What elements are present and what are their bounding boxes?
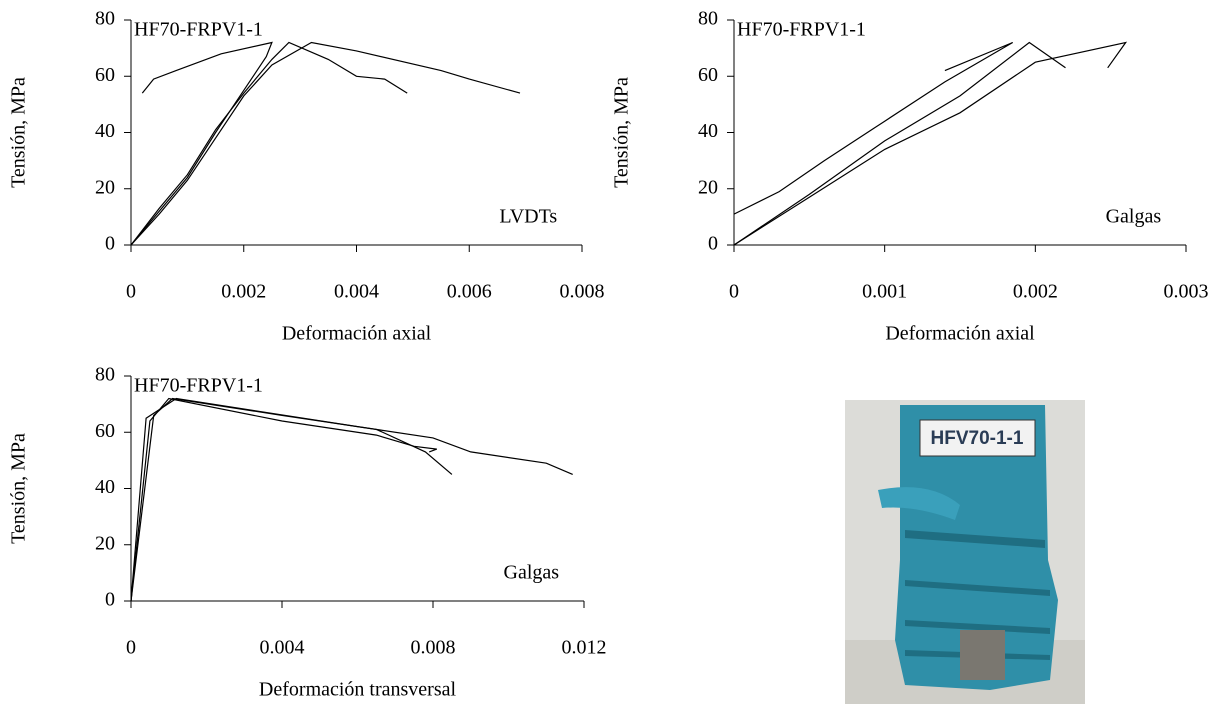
annotation: Galgas	[504, 562, 560, 584]
x-tick-label: 0.012	[562, 637, 607, 659]
annotation: Galgas	[1106, 206, 1162, 228]
data-line	[733, 41, 1066, 246]
y-axis-label: Tensión, MPa	[8, 77, 30, 188]
x-tick-label: 0.008	[560, 281, 605, 303]
chart-title: HF70-FRPV1-1	[737, 19, 866, 41]
data-line	[130, 41, 273, 246]
data-line	[130, 397, 453, 602]
y-tick-label: 60	[95, 64, 115, 86]
x-axis-label: Deformación transversal	[259, 679, 457, 701]
y-axis-label: Tensión, MPa	[611, 77, 633, 188]
chart-title: HF70-FRPV1-1	[134, 375, 263, 397]
fiber-wraps	[905, 530, 1050, 660]
specimen-photo: HFV70-1-1	[845, 400, 1085, 704]
y-tick-label: 40	[95, 120, 115, 142]
fiber-strip	[878, 487, 960, 520]
data-line	[130, 397, 438, 602]
data-line	[130, 397, 573, 602]
x-tick-label: 0.006	[447, 281, 492, 303]
y-tick-label: 20	[95, 176, 115, 198]
x-tick-label: 0.002	[221, 281, 266, 303]
y-axis-label: Tensión, MPa	[8, 433, 30, 544]
x-axis-label: Deformación axial	[282, 323, 432, 345]
x-tick-label: 0.008	[411, 637, 456, 659]
y-tick-label: 80	[95, 364, 115, 386]
x-axis-label: Deformación axial	[885, 323, 1035, 345]
y-tick-label: 0	[708, 233, 718, 255]
y-tick-label: 40	[95, 476, 115, 498]
x-tick-label: 0	[126, 281, 136, 303]
y-tick-label: 60	[95, 420, 115, 442]
specimen-body	[895, 405, 1058, 690]
y-tick-label: 80	[95, 8, 115, 30]
data-line	[130, 41, 408, 246]
x-tick-label: 0.002	[1013, 281, 1058, 303]
y-tick-label: 0	[105, 233, 115, 255]
y-tick-label: 40	[698, 120, 718, 142]
data-line	[130, 41, 521, 246]
y-tick-label: 20	[95, 532, 115, 554]
concrete-core	[960, 630, 1005, 680]
y-tick-label: 80	[698, 8, 718, 30]
photo-label-box	[919, 419, 1036, 457]
chart-title: HF70-FRPV1-1	[134, 19, 263, 41]
x-tick-label: 0	[126, 637, 136, 659]
x-tick-label: 0.001	[862, 281, 907, 303]
photo-label: HFV70-1-1	[931, 428, 1024, 449]
y-tick-label: 0	[105, 589, 115, 611]
y-tick-label: 20	[698, 176, 718, 198]
x-tick-label: 0.003	[1164, 281, 1209, 303]
data-line	[733, 41, 1014, 215]
x-tick-label: 0.004	[260, 637, 305, 659]
x-tick-label: 0	[729, 281, 739, 303]
data-line	[733, 41, 1128, 246]
y-tick-label: 60	[698, 64, 718, 86]
annotation: LVDTs	[499, 206, 557, 228]
x-tick-label: 0.004	[334, 281, 379, 303]
